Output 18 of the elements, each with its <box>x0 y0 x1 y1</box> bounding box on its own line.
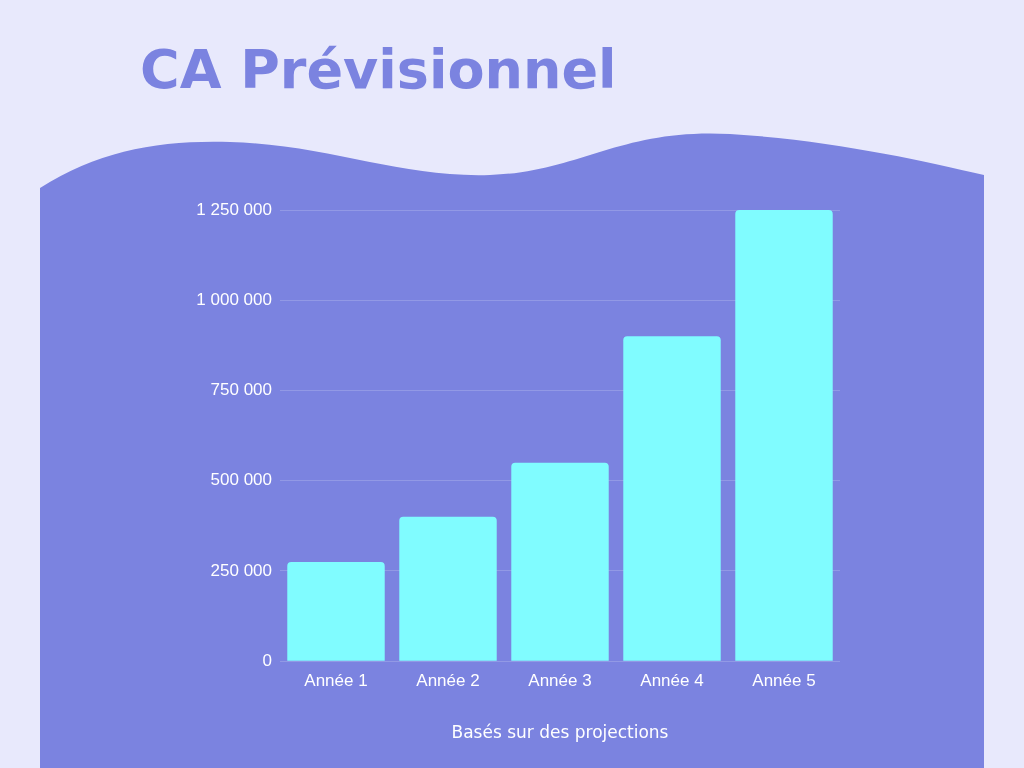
y-tick-label: 1 250 000 <box>196 199 272 219</box>
y-tick-label: 250 000 <box>210 560 272 580</box>
x-tick-label: Année 2 <box>416 671 480 691</box>
y-tick-label: 750 000 <box>210 380 272 400</box>
x-tick-label: Année 5 <box>752 671 816 691</box>
bar <box>511 462 609 661</box>
x-tick-label: Année 3 <box>528 671 592 691</box>
bar <box>735 210 833 661</box>
bar <box>623 336 721 661</box>
y-tick-label: 1 000 000 <box>196 289 272 309</box>
bar <box>287 561 385 661</box>
bar <box>399 516 497 661</box>
y-tick-label: 0 <box>262 650 272 670</box>
x-tick-label: Année 4 <box>640 671 704 691</box>
x-axis-title: Basés sur des projections <box>451 722 669 743</box>
chart-title: CA Prévisionnel <box>140 38 617 101</box>
y-tick-label: 500 000 <box>210 470 272 490</box>
x-tick-label: Année 1 <box>304 671 368 691</box>
